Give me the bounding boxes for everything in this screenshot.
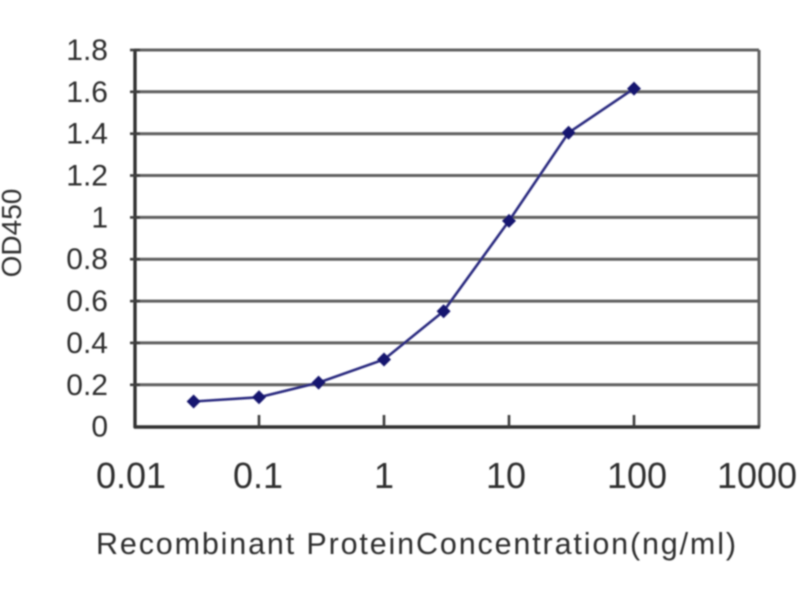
svg-text:OD450: OD450 [0, 189, 27, 278]
svg-text:1.2: 1.2 [66, 160, 108, 193]
svg-text:1000: 1000 [717, 455, 797, 496]
svg-text:0.4: 0.4 [66, 327, 108, 360]
svg-text:1: 1 [91, 201, 108, 234]
svg-text:10: 10 [486, 455, 526, 496]
svg-text:0.01: 0.01 [96, 455, 166, 496]
svg-text:0.8: 0.8 [66, 243, 108, 276]
svg-text:0.1: 0.1 [233, 455, 283, 496]
svg-text:1.6: 1.6 [66, 76, 108, 109]
svg-text:100: 100 [607, 455, 667, 496]
svg-text:1: 1 [374, 455, 394, 496]
svg-text:0.6: 0.6 [66, 285, 108, 318]
svg-text:Recombinant ProteinConcentrati: Recombinant ProteinConcentration(ng/ml) [96, 527, 736, 561]
svg-text:1.4: 1.4 [66, 118, 108, 151]
svg-text:1.8: 1.8 [66, 34, 108, 67]
svg-text:0.2: 0.2 [66, 369, 108, 402]
svg-text:0: 0 [91, 411, 108, 444]
